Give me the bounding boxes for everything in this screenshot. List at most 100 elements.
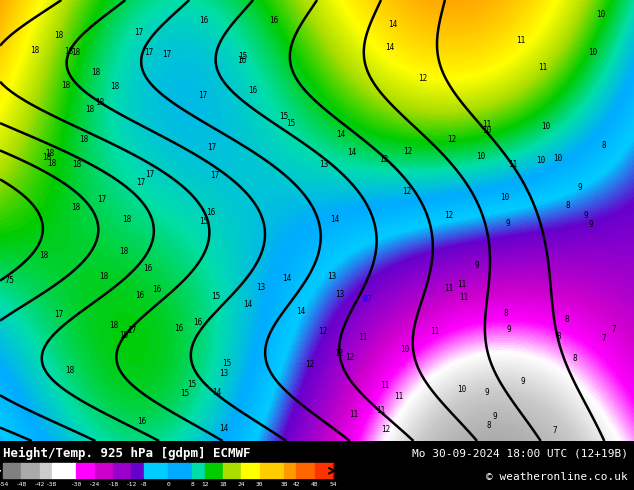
Text: 9: 9	[521, 377, 525, 386]
Text: 10: 10	[536, 156, 545, 165]
Text: -30: -30	[71, 482, 82, 487]
Text: 17: 17	[207, 143, 216, 152]
Text: 8: 8	[601, 141, 605, 150]
Text: 16: 16	[143, 264, 152, 273]
Text: 7: 7	[552, 425, 557, 435]
Bar	[94, 463, 113, 478]
Text: 9: 9	[485, 388, 489, 397]
Text: 15: 15	[222, 359, 231, 368]
Bar	[205, 463, 223, 478]
Text: 12: 12	[418, 74, 427, 83]
Bar	[113, 463, 131, 478]
Text: -38: -38	[46, 482, 58, 487]
Text: 11: 11	[458, 293, 468, 302]
Text: 14: 14	[330, 215, 340, 224]
Text: 18: 18	[46, 149, 55, 158]
Text: 11: 11	[538, 63, 547, 73]
Text: 16: 16	[152, 285, 162, 294]
Text: -54: -54	[0, 482, 9, 487]
Text: 18: 18	[95, 98, 105, 106]
Text: 38: 38	[280, 482, 288, 487]
Text: 12: 12	[403, 187, 411, 196]
Text: 8: 8	[486, 420, 491, 430]
Text: 16: 16	[199, 16, 208, 25]
Text: 10: 10	[553, 154, 562, 163]
Text: 11: 11	[457, 280, 466, 289]
Text: Height/Temp. 925 hPa [gdpm] ECMWF: Height/Temp. 925 hPa [gdpm] ECMWF	[3, 447, 250, 460]
Text: 16: 16	[207, 208, 216, 217]
Text: 9: 9	[589, 220, 593, 229]
Bar	[52, 463, 77, 478]
Text: 18: 18	[48, 159, 56, 169]
Text: 8: 8	[557, 332, 562, 341]
Text: 16: 16	[269, 16, 278, 25]
Text: 8: 8	[566, 201, 570, 210]
Text: 17: 17	[210, 171, 220, 180]
Text: 13: 13	[319, 160, 328, 169]
Bar	[131, 463, 143, 478]
Text: 18: 18	[110, 82, 119, 91]
Text: 10: 10	[588, 49, 597, 57]
Text: 11: 11	[377, 406, 385, 415]
Text: 14: 14	[243, 300, 252, 309]
Text: 17: 17	[134, 28, 143, 38]
Text: 18: 18	[39, 251, 48, 260]
Text: 15: 15	[279, 112, 288, 121]
Text: 9: 9	[506, 325, 510, 334]
Text: 18: 18	[85, 105, 94, 114]
Text: 12: 12	[382, 425, 391, 434]
Text: 14: 14	[296, 307, 305, 316]
Text: 17: 17	[145, 170, 154, 179]
Text: 75: 75	[4, 275, 15, 285]
Text: 10: 10	[541, 122, 550, 131]
Text: 11: 11	[444, 284, 453, 293]
Text: 0: 0	[166, 482, 170, 487]
Text: 17: 17	[55, 310, 63, 318]
Text: 16: 16	[174, 324, 183, 333]
Bar	[143, 463, 168, 478]
Text: 18: 18	[72, 161, 82, 170]
Text: 12: 12	[333, 349, 343, 358]
Text: 9: 9	[475, 261, 479, 270]
Text: 17: 17	[162, 50, 171, 59]
Text: 11: 11	[349, 411, 359, 419]
Text: 24: 24	[238, 482, 245, 487]
Text: 18: 18	[71, 48, 80, 57]
Text: 11: 11	[508, 160, 517, 169]
Text: -18: -18	[107, 482, 119, 487]
Text: 10: 10	[476, 152, 485, 161]
Text: 7: 7	[611, 325, 616, 334]
Text: 11: 11	[380, 381, 389, 390]
Bar	[223, 463, 242, 478]
Text: 10: 10	[457, 385, 467, 394]
Text: 18: 18	[65, 47, 74, 56]
Text: 48: 48	[311, 482, 318, 487]
Text: 18: 18	[71, 203, 81, 213]
Text: -42: -42	[34, 482, 46, 487]
Text: 8: 8	[564, 316, 569, 324]
Bar	[3, 463, 22, 478]
Bar	[242, 463, 259, 478]
Text: 10: 10	[401, 345, 410, 354]
Text: 16: 16	[248, 86, 257, 95]
Text: 17: 17	[198, 91, 207, 100]
Text: -24: -24	[89, 482, 100, 487]
Text: 17: 17	[136, 177, 145, 187]
Text: © weatheronline.co.uk: © weatheronline.co.uk	[486, 471, 628, 482]
Text: 10: 10	[482, 126, 491, 135]
Text: 14: 14	[347, 148, 356, 157]
Bar	[284, 463, 296, 478]
Text: -48: -48	[16, 482, 27, 487]
Text: 18: 18	[119, 247, 128, 256]
Text: 14: 14	[388, 20, 397, 29]
Text: 16: 16	[193, 318, 202, 327]
Text: 14: 14	[212, 388, 222, 397]
Text: 12: 12	[345, 353, 354, 362]
Text: 16: 16	[135, 291, 145, 300]
Text: 11: 11	[358, 333, 367, 342]
Text: 42: 42	[292, 482, 300, 487]
Text: 17: 17	[145, 48, 153, 57]
Text: 18: 18	[91, 68, 100, 77]
Text: 18: 18	[54, 31, 63, 40]
Text: 14: 14	[219, 424, 228, 433]
